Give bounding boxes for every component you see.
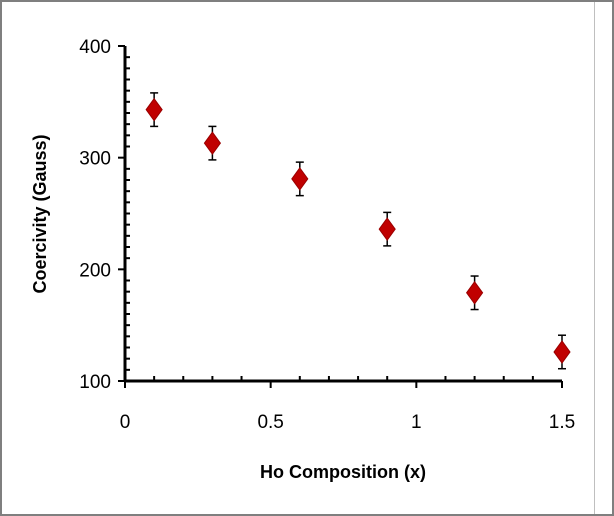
y-tick-label: 200 (79, 260, 111, 281)
x-tick-label: 0.5 (257, 412, 283, 433)
tick-labels: 100 200 300 400 0 0.5 1 1.5 (79, 37, 575, 433)
ticks (118, 45, 563, 388)
x-tick-label: 1.5 (549, 412, 575, 433)
y-tick-label: 100 (79, 372, 111, 393)
data-point-marker (291, 167, 309, 191)
data-points (145, 97, 571, 364)
x-tick-label: 1 (411, 412, 422, 433)
data-point-marker (145, 97, 163, 122)
data-point-marker (465, 280, 484, 305)
x-tick-label: 0 (120, 412, 131, 433)
axes (123, 46, 562, 383)
data-point-marker (378, 217, 396, 241)
x-axis-title: Ho Composition (x) (260, 462, 426, 482)
frame-divider (594, 2, 595, 514)
y-tick-label: 400 (79, 37, 111, 58)
y-axis-title: Coercivity (Gauss) (30, 134, 50, 293)
data-point-marker (553, 340, 571, 364)
y-tick-label: 300 (79, 149, 111, 170)
data-point-marker (203, 131, 222, 156)
